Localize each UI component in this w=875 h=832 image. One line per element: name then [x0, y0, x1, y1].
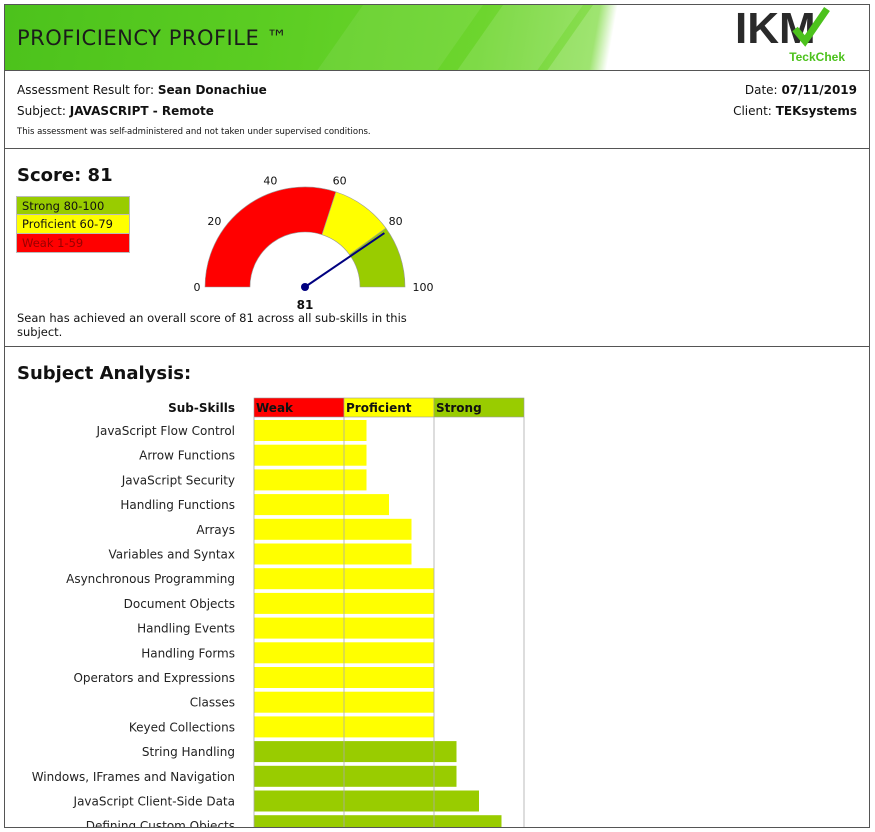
band-header-label: Strong — [436, 401, 482, 415]
score-gauge: 0 20 40 60 80 100 81 — [194, 174, 434, 312]
supervision-note: This assessment was self-administered an… — [17, 127, 371, 137]
subject-analysis: Subject Analysis: Sub-Skills Weak Proficie… — [5, 347, 869, 828]
skill-label: Variables and Syntax — [108, 548, 235, 562]
skill-label: JavaScript Security — [121, 473, 235, 487]
legend-strong: Strong 80-100 — [16, 196, 130, 215]
skill-bar — [254, 494, 389, 516]
report-title: PROFICIENCY PROFILE ™ — [17, 26, 288, 50]
score-description: Sean has achieved an overall score of 81… — [17, 311, 407, 339]
skill-bar — [254, 815, 502, 827]
gauge-value-label: 81 — [297, 298, 314, 312]
gauge-pivot — [301, 283, 309, 291]
skill-label: Handling Events — [137, 622, 235, 636]
skill-label: Handling Functions — [120, 498, 235, 512]
skill-label: JavaScript Client-Side Data — [73, 795, 235, 809]
skill-label: String Handling — [142, 745, 235, 759]
band-header-strong — [433, 397, 525, 418]
subskill-chart: Sub-Skills Weak Proficient Strong JavaScript… — [32, 397, 525, 828]
candidate-line: Assessment Result for: Sean Donachiue — [17, 83, 267, 97]
report-frame: PROFICIENCY PROFILE ™ IKM TeckChek Asses… — [4, 4, 870, 828]
gauge-strong-band — [349, 227, 406, 288]
ikm-logo: IKM TeckChek — [735, 5, 845, 67]
client-value: TEKsystems — [775, 104, 857, 118]
gauge-tick-label: 100 — [413, 281, 434, 294]
skill-label: Operators and Expressions — [73, 671, 235, 685]
skill-label: Handling Forms — [141, 646, 235, 660]
gauge-needle — [304, 232, 385, 288]
legend-proficient: Proficient 60-79 — [16, 215, 130, 234]
skill-bar — [254, 469, 367, 491]
skill-bar — [254, 518, 412, 540]
client-line: Client: TEKsystems — [733, 104, 857, 118]
score-section: Score: 81 Strong 80-100 Proficient 60-79… — [5, 149, 869, 347]
gauge-weak-band — [204, 186, 337, 288]
date-label: Date: — [744, 83, 778, 97]
skill-label: Classes — [190, 696, 235, 710]
skill-bar — [254, 444, 367, 466]
skill-bar — [254, 741, 457, 763]
gauge-tick-label: 20 — [207, 215, 221, 228]
legend-weak: Weak 1-59 — [16, 234, 130, 253]
logo-check — [792, 7, 830, 47]
skill-label: Document Objects — [124, 597, 235, 611]
skill-bar — [254, 543, 412, 565]
skill-label: Keyed Collections — [129, 720, 235, 734]
score-title: Score: 81 — [17, 165, 113, 186]
subskills-header: Sub-Skills — [168, 401, 235, 415]
date-line: Date: 07/11/2019 — [745, 83, 857, 97]
skill-label: Arrow Functions — [139, 449, 235, 463]
subject-line: Subject: JAVASCRIPT - Remote — [17, 104, 214, 118]
subject-label: Subject: — [17, 104, 66, 118]
skill-bar — [254, 765, 457, 787]
gauge-tick-label: 0 — [194, 281, 201, 294]
skill-label: Windows, IFrames and Navigation — [32, 770, 235, 784]
band-header-label: Weak — [256, 401, 294, 415]
gauge-tick-label: 40 — [263, 174, 277, 187]
analysis-title: Subject Analysis: — [17, 363, 192, 384]
logo-subtext: TeckChek — [789, 50, 845, 64]
skill-bar — [254, 790, 479, 812]
skill-bar — [254, 420, 367, 441]
subject-value: JAVASCRIPT - Remote — [69, 104, 214, 118]
band-header-label: Proficient — [346, 401, 412, 415]
skill-label: Defining Custom Objects — [86, 819, 235, 828]
ikm-logo-mark: IKM — [735, 5, 830, 49]
report-header: PROFICIENCY PROFILE ™ IKM TeckChek — [5, 5, 869, 71]
client-label: Client: — [733, 104, 772, 118]
skill-label: JavaScript Flow Control — [95, 424, 235, 438]
result-label: Assessment Result for: — [17, 83, 155, 97]
gauge-tick-label: 80 — [389, 215, 403, 228]
gauge-tick-label: 60 — [333, 174, 347, 187]
assessment-info: Assessment Result for: Sean Donachiue Su… — [5, 71, 869, 149]
score-legend: Strong 80-100 Proficient 60-79 Weak 1-59 — [16, 196, 130, 253]
skill-label: Arrays — [196, 523, 235, 537]
date-value: 07/11/2019 — [781, 83, 857, 97]
candidate-name: Sean Donachiue — [157, 83, 267, 97]
skill-label: Asynchronous Programming — [66, 572, 235, 586]
